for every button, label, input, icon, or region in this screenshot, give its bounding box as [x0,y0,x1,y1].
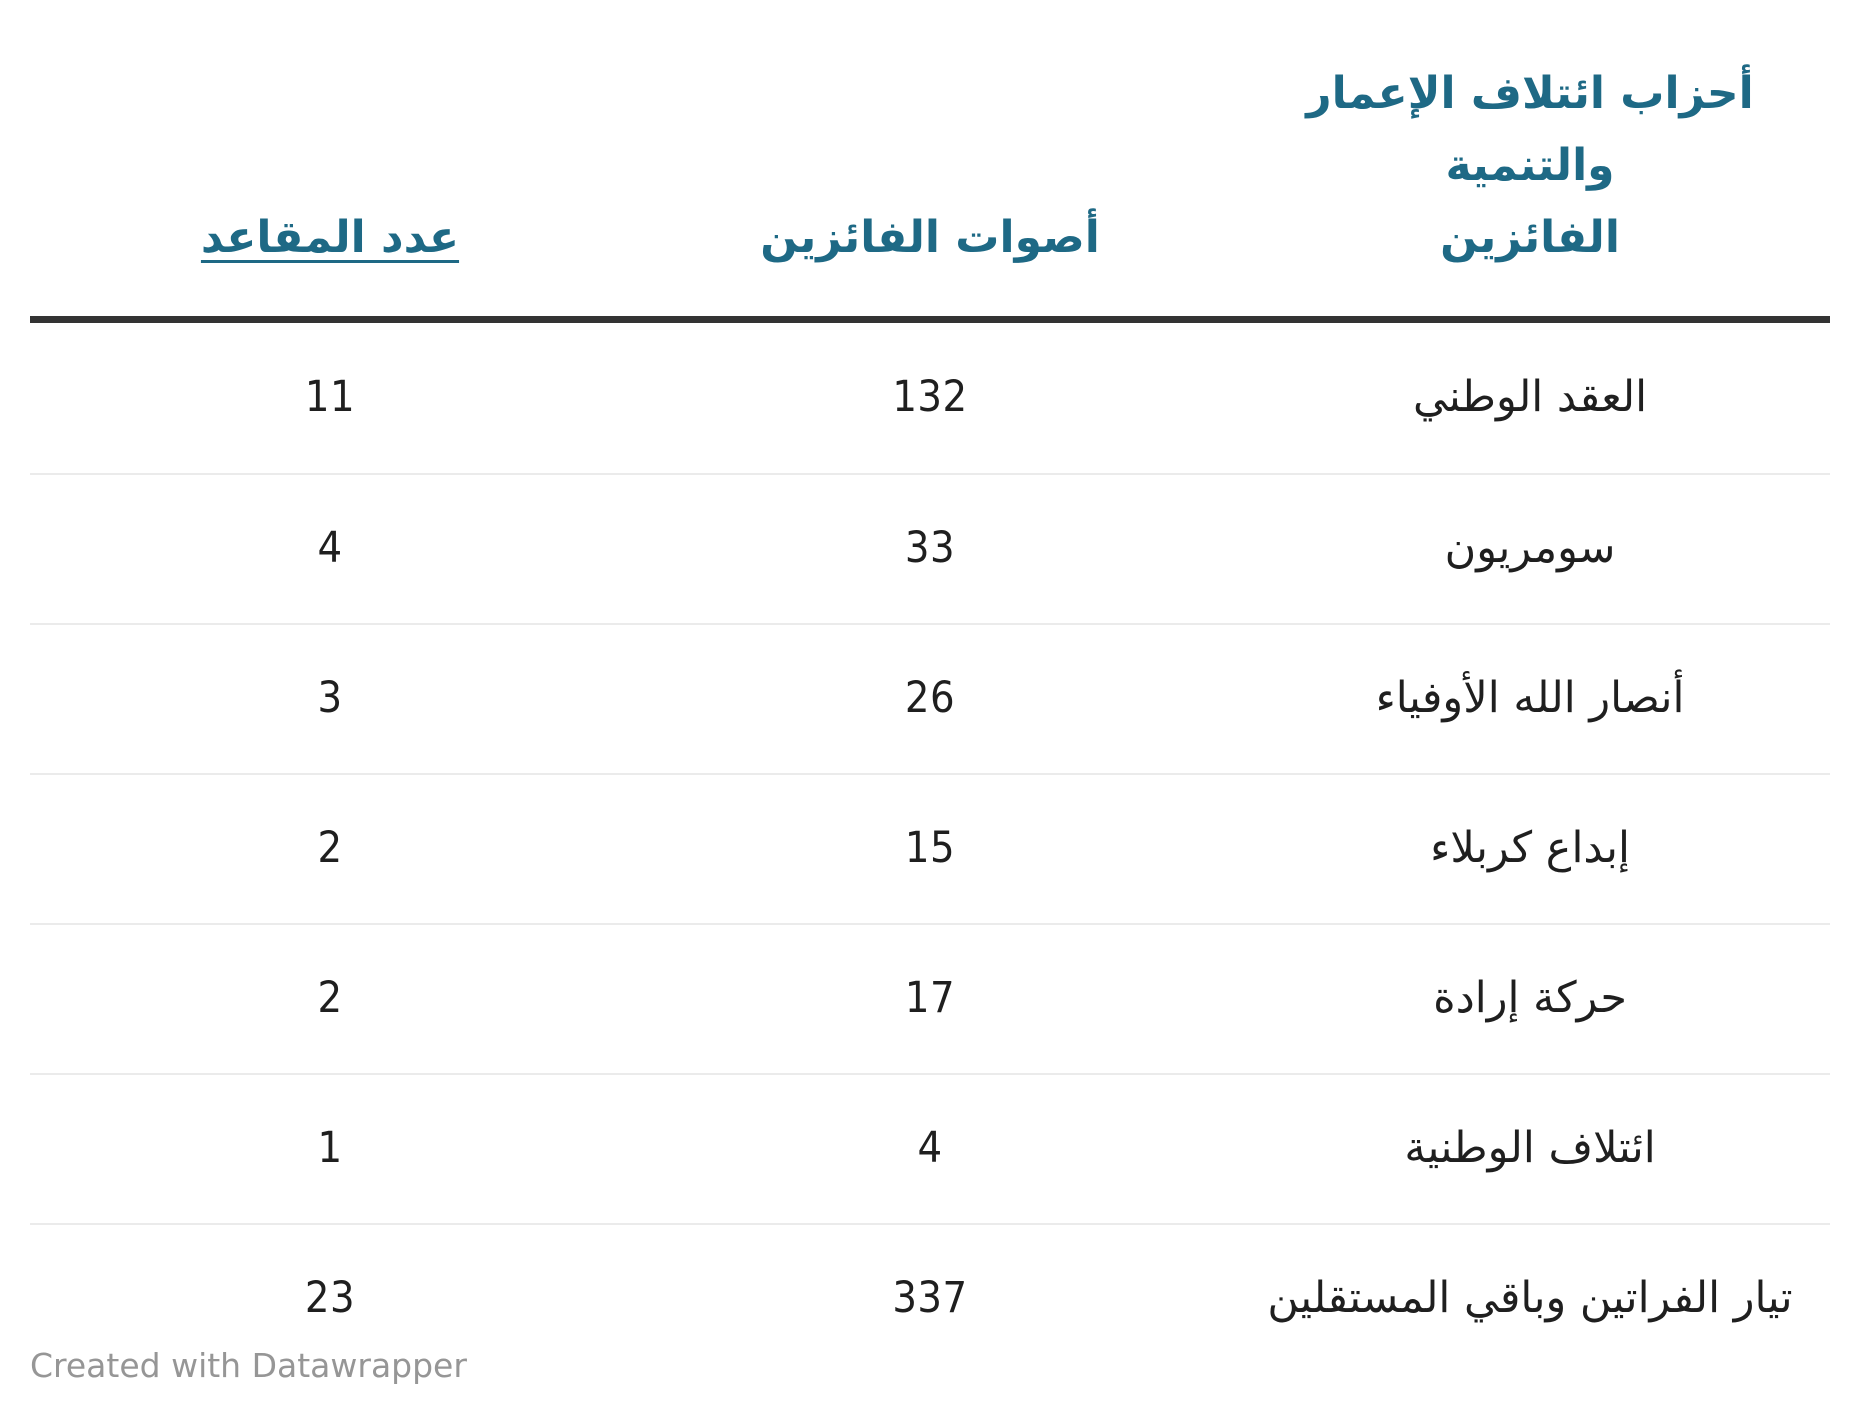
cell-party: أنصار الله الأوفياء [1375,673,1685,724]
cell-votes: 17 [904,973,956,1024]
cell-votes: 26 [904,673,956,724]
column-header-party: أحزاب ائتلاف الإعمار والتنمية الفائزين [1230,58,1830,274]
cell-party: سومريون [1444,523,1616,574]
cell-party: تيار الفراتين وباقي المستقلين [1267,1273,1793,1324]
cell-votes: 4 [917,1123,943,1174]
column-header-votes: أصوات الفائزين [760,212,1100,263]
column-header-party-line1: أحزاب ائتلاف الإعمار والتنمية [1306,68,1754,191]
table-row: أنصار الله الأوفياء 26 3 [30,623,1830,773]
cell-seats: 2 [317,823,343,874]
table-body: العقد الوطني 132 11 سومريون 33 4 أنصار ا… [30,323,1830,1373]
cell-votes: 132 [892,372,968,423]
cell-party: إبداع كربلاء [1430,823,1630,874]
cell-seats: 11 [304,372,356,423]
cell-votes: 337 [892,1273,968,1324]
data-table: أحزاب ائتلاف الإعمار والتنمية الفائزين أ… [30,0,1830,1373]
datawrapper-attribution-link[interactable]: Created with Datawrapper [30,1346,467,1385]
cell-votes: 33 [904,523,956,574]
table-row: إبداع كربلاء 15 2 [30,773,1830,923]
table-row: حركة إرادة 17 2 [30,923,1830,1073]
column-header-party-line2: الفائزين [1440,212,1620,263]
cell-votes: 15 [904,823,956,874]
table-row: ائتلاف الوطنية 4 1 [30,1073,1830,1223]
cell-party: العقد الوطني [1412,372,1648,423]
table-row: تيار الفراتين وباقي المستقلين 337 23 [30,1223,1830,1373]
cell-seats: 1 [317,1123,343,1174]
cell-seats: 2 [317,973,343,1024]
cell-seats: 23 [304,1273,356,1324]
table-header-row: أحزاب ائتلاف الإعمار والتنمية الفائزين أ… [30,58,1830,323]
column-header-seats[interactable]: عدد المقاعد [30,202,630,274]
cell-seats: 4 [317,523,343,574]
cell-party: ائتلاف الوطنية [1404,1123,1656,1174]
cell-party: حركة إرادة [1433,973,1627,1024]
column-header-seats-label[interactable]: عدد المقاعد [200,212,460,263]
cell-seats: 3 [317,673,343,724]
table-row: سومريون 33 4 [30,473,1830,623]
table-row: العقد الوطني 132 11 [30,323,1830,473]
